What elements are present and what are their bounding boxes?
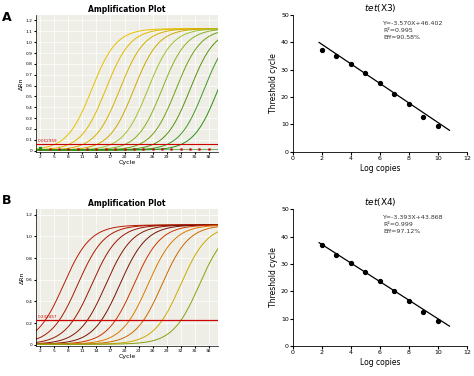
- Y-axis label: Threshold cycle: Threshold cycle: [269, 248, 278, 308]
- Y-axis label: ΔRn: ΔRn: [19, 77, 24, 89]
- Text: B: B: [2, 194, 12, 207]
- Title: $\it{tet}$(X4): $\it{tet}$(X4): [364, 196, 396, 208]
- X-axis label: Log copies: Log copies: [360, 358, 400, 367]
- X-axis label: Cycle: Cycle: [118, 354, 136, 359]
- Text: 0.232457: 0.232457: [38, 315, 57, 318]
- Text: Y=-3.570X+46.402
R²=0.995
Eff=90.58%: Y=-3.570X+46.402 R²=0.995 Eff=90.58%: [383, 21, 444, 39]
- Text: 0.062959: 0.062959: [38, 139, 57, 143]
- Text: Y=-3.393X+43.868
R²=0.999
Eff=97.12%: Y=-3.393X+43.868 R²=0.999 Eff=97.12%: [383, 215, 444, 233]
- Title: Amplification Plot: Amplification Plot: [88, 199, 165, 208]
- X-axis label: Log copies: Log copies: [360, 164, 400, 173]
- Y-axis label: Threshold cycle: Threshold cycle: [269, 53, 278, 113]
- Text: A: A: [2, 11, 12, 24]
- Title: $\it{tet}$(X3): $\it{tet}$(X3): [364, 2, 396, 14]
- Title: Amplification Plot: Amplification Plot: [88, 5, 165, 14]
- X-axis label: Cycle: Cycle: [118, 160, 136, 165]
- Y-axis label: ΔRn: ΔRn: [19, 271, 25, 284]
